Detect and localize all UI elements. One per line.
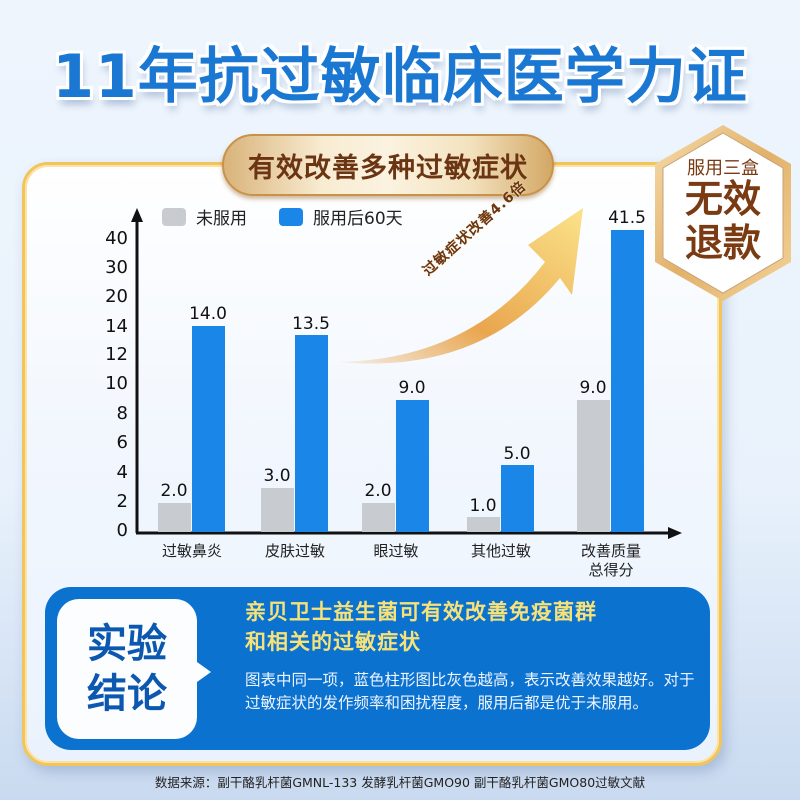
legend-label: 未服用 [196, 209, 247, 229]
badge-line3: 退款 [684, 221, 761, 265]
badge-line1: 服用三盒 [687, 158, 759, 179]
legend-label: 服用后60天 [313, 209, 403, 229]
badge-line2: 无效 [684, 177, 761, 221]
legend-item-treated: 服用后60天 [279, 204, 403, 229]
conclusion-headline-line2: 和相关的过敏症状 [245, 630, 421, 654]
conclusion-headline: 亲贝卫士益生菌可有效改善免疫菌群 和相关的过敏症状 [245, 597, 597, 657]
section-header: 有效改善多种过敏症状 [222, 134, 554, 196]
legend-item-untreated: 未服用 [162, 204, 247, 229]
conclusion-panel: 实验 结论 亲贝卫士益生菌可有效改善免疫菌群 和相关的过敏症状 图表中同一项，蓝… [45, 587, 710, 750]
page-title: 11年抗过敏临床医学力证 [52, 42, 748, 112]
conclusion-tag-line1: 实验 [87, 621, 167, 667]
chart-legend: 未服用 服用后60天 [162, 204, 435, 229]
refund-badge: 服用三盒 无效 退款 [652, 122, 794, 304]
hexagon-badge-icon [655, 125, 791, 301]
conclusion-headline-line1: 亲贝卫士益生菌可有效改善免疫菌群 [245, 600, 597, 624]
conclusion-tag-line2: 结论 [87, 671, 167, 717]
conclusion-body: 图表中同一项，蓝色柱形图比灰色越高，表示改善效果越好。对于过敏症状的发作频率和困… [245, 671, 695, 712]
conclusion-tag: 实验 结论 [57, 599, 197, 739]
data-source-footer: 数据来源：副干酪乳杆菌GMNL-133 发酵乳杆菌GMO90 副干酪乳杆菌GMO… [154, 775, 646, 790]
legend-swatch-blue [279, 207, 303, 226]
legend-swatch-gray [162, 207, 186, 226]
pointer-triangle-icon [197, 662, 211, 682]
